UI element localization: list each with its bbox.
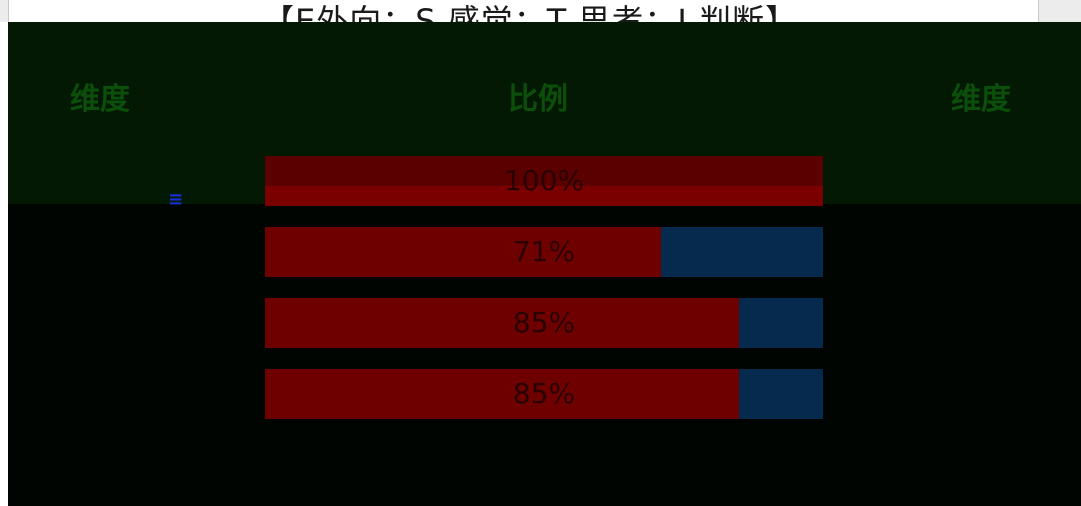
ratio-bar-fill: [265, 369, 740, 419]
ratio-bar-fill: [265, 227, 662, 277]
list-icon: ≡: [168, 189, 184, 210]
ratio-bar-3: 85%: [265, 298, 823, 348]
dimension-table: 维度 比例 维度 ≡ 100% 71% 85% 85%: [8, 22, 1081, 506]
page-title: 【E外向：S 感觉：T 思考：J 判断】: [262, 2, 799, 22]
title-edge-left: [0, 0, 9, 22]
header-dimension-left: 维度: [70, 82, 130, 117]
ratio-bar-4: 85%: [265, 369, 823, 419]
ratio-bar-fill: [265, 156, 823, 206]
ratio-bar-label: 100%: [503, 164, 585, 197]
ratio-bar-label: 85%: [512, 377, 576, 410]
ratio-bars: 100% 71% 85% 85%: [265, 156, 825, 440]
ratio-bar-fill: [265, 298, 740, 348]
header-dimension-right: 维度: [951, 82, 1011, 117]
ratio-bar-1: 100%: [265, 156, 823, 206]
header-ratio: 比例: [508, 82, 568, 117]
ratio-bar-2: 71%: [265, 227, 823, 277]
title-edge-right: [1038, 0, 1081, 22]
ratio-bar-label: 85%: [512, 306, 576, 339]
title-strip: 【E外向：S 感觉：T 思考：J 判断】: [0, 0, 1081, 22]
ratio-bar-label: 71%: [512, 235, 576, 268]
